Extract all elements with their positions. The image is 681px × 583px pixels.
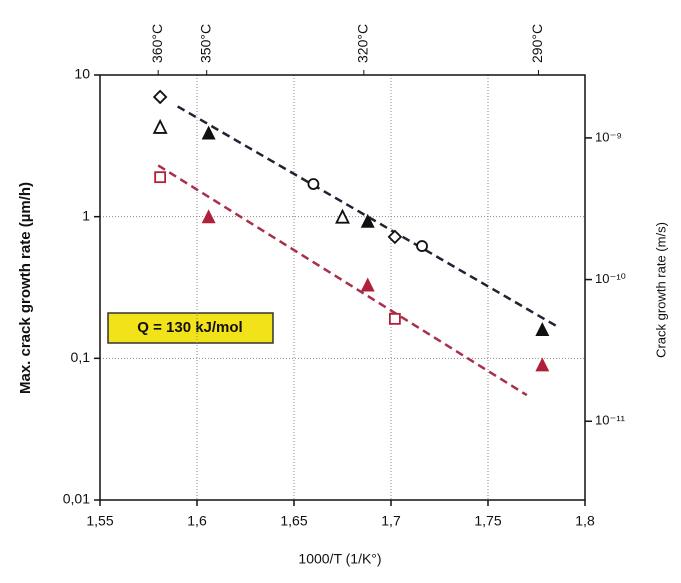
fit-line	[157, 164, 528, 397]
x-tick-label: 1,8	[575, 513, 595, 529]
marker	[360, 277, 375, 292]
top-tick-label: 320°C	[355, 24, 371, 63]
y2-tick-label: 10⁻¹⁰	[595, 271, 626, 286]
top-tick-label: 290°C	[529, 24, 545, 63]
marker	[387, 229, 403, 245]
marker	[535, 322, 550, 337]
y-tick-label: 0,1	[71, 349, 91, 365]
marker	[416, 240, 428, 252]
y2-tick-label: 10⁻⁹	[595, 129, 622, 144]
x-tick-label: 1,55	[86, 513, 113, 529]
x-tick-label: 1,75	[474, 513, 501, 529]
marker	[201, 125, 216, 140]
x-tick-label: 1,65	[280, 513, 307, 529]
top-tick-label: 360°C	[149, 24, 165, 63]
top-tick-label: 350°C	[197, 24, 213, 63]
y-tick-label: 10	[74, 66, 90, 82]
fit-line	[176, 105, 557, 327]
annotation-box	[107, 312, 274, 344]
x-tick-label: 1,7	[381, 513, 401, 529]
x-tick-label: 1,6	[187, 513, 207, 529]
y-tick-label: 0,01	[63, 491, 90, 507]
marker	[360, 213, 375, 228]
y2-tick-label: 10⁻¹¹	[595, 413, 626, 428]
x-axis-title: 1000/T (1/K°)	[298, 551, 381, 567]
y2-axis-title: Crack growth rate (m/s)	[653, 222, 668, 358]
y-tick-label: 1	[82, 207, 90, 223]
marker	[307, 178, 320, 190]
marker	[152, 118, 168, 134]
marker	[388, 312, 401, 325]
plot-frame	[99, 74, 586, 501]
y-axis-title: Max. crack growth rate (µm/h)	[17, 182, 34, 394]
marker	[201, 209, 216, 224]
marker	[154, 171, 167, 184]
marker	[335, 208, 350, 224]
annotation: Q = 130 kJ/mol	[137, 319, 242, 336]
marker	[535, 357, 550, 372]
marker	[152, 89, 168, 105]
